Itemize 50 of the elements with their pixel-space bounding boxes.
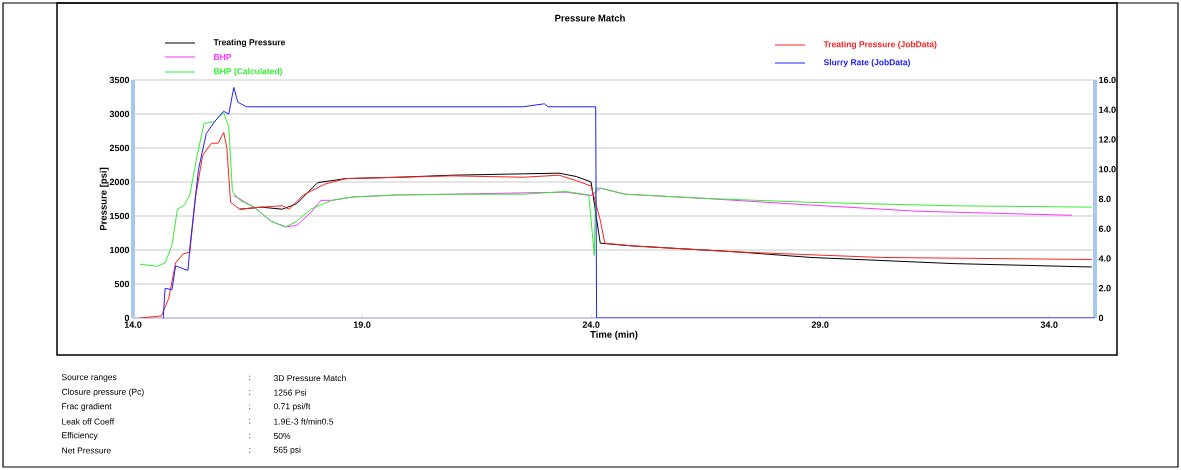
y-tick-label: 500 <box>114 280 130 288</box>
y-tick-label: 2000 <box>109 178 130 186</box>
text: Efficiency <box>62 432 98 440</box>
text: Net Pressure <box>62 447 111 454</box>
text: : <box>249 375 251 381</box>
source-note: Source ranges <box>61 374 117 382</box>
text: Closure pressure (Pc) <box>61 388 144 397</box>
line-series <box>139 112 1093 267</box>
y2-tick-label: 2.0 <box>1098 285 1111 292</box>
y2-tick-label: 12.0 <box>1099 136 1116 143</box>
text: 1.9E-3 ft/min0.5 <box>274 418 334 425</box>
legend-label: BHP (Calculated) <box>214 68 283 76</box>
text: : <box>249 448 251 453</box>
y2-tick-label: 16.0 <box>1099 76 1116 84</box>
text: Frac gradient <box>62 403 112 411</box>
text: Leak off Coeff <box>62 418 115 425</box>
text: 50% <box>273 432 291 439</box>
y-tick-label: 2500 <box>109 144 130 152</box>
legend-label: Slurry Rate (JobData) <box>823 59 910 67</box>
y-tick-label: 3500 <box>109 76 130 84</box>
text: 3D Pressure Match <box>273 374 346 382</box>
x-tick-label: 14.0 <box>124 321 142 328</box>
y2-tick-label: 4.0 <box>1098 255 1111 262</box>
x-tick-label: 24.0 <box>582 321 600 328</box>
y2-tick-label: 10.0 <box>1099 166 1116 173</box>
x-tick-label: 29.0 <box>811 321 829 328</box>
line-series <box>162 86 1095 318</box>
text: : <box>249 390 251 395</box>
legend-label: Treating Pressure (JobData) <box>823 41 937 49</box>
text: : <box>249 404 251 410</box>
legend-label: BHP <box>214 54 232 60</box>
y-axis-title: Pressure [psi] <box>99 167 109 231</box>
text: : <box>249 433 251 439</box>
x-tick-label: 19.0 <box>353 321 371 328</box>
y-tick-label: 1000 <box>110 246 130 254</box>
legend-label: Treating Pressure <box>213 39 286 47</box>
y2-tick-label: 14.0 <box>1099 106 1116 113</box>
chart-title: Pressure Match <box>555 14 625 22</box>
y-tick-label: 3000 <box>109 110 130 118</box>
text: 0.71 psi/ft <box>273 403 311 411</box>
text: 1256 Psi <box>274 389 307 396</box>
text: 565 psi <box>273 446 301 455</box>
y-tick-label: 0 <box>124 314 130 322</box>
y-tick-label: 1500 <box>110 212 130 220</box>
y2-tick-label: 6.0 <box>1098 225 1111 232</box>
x-tick-label: 34.0 <box>1040 321 1058 328</box>
y2-tick-label: 8.0 <box>1098 195 1111 203</box>
y2-tick-label: 0 <box>1098 314 1104 322</box>
x-axis-title: Time (min) <box>590 330 638 340</box>
text: : <box>249 419 251 424</box>
